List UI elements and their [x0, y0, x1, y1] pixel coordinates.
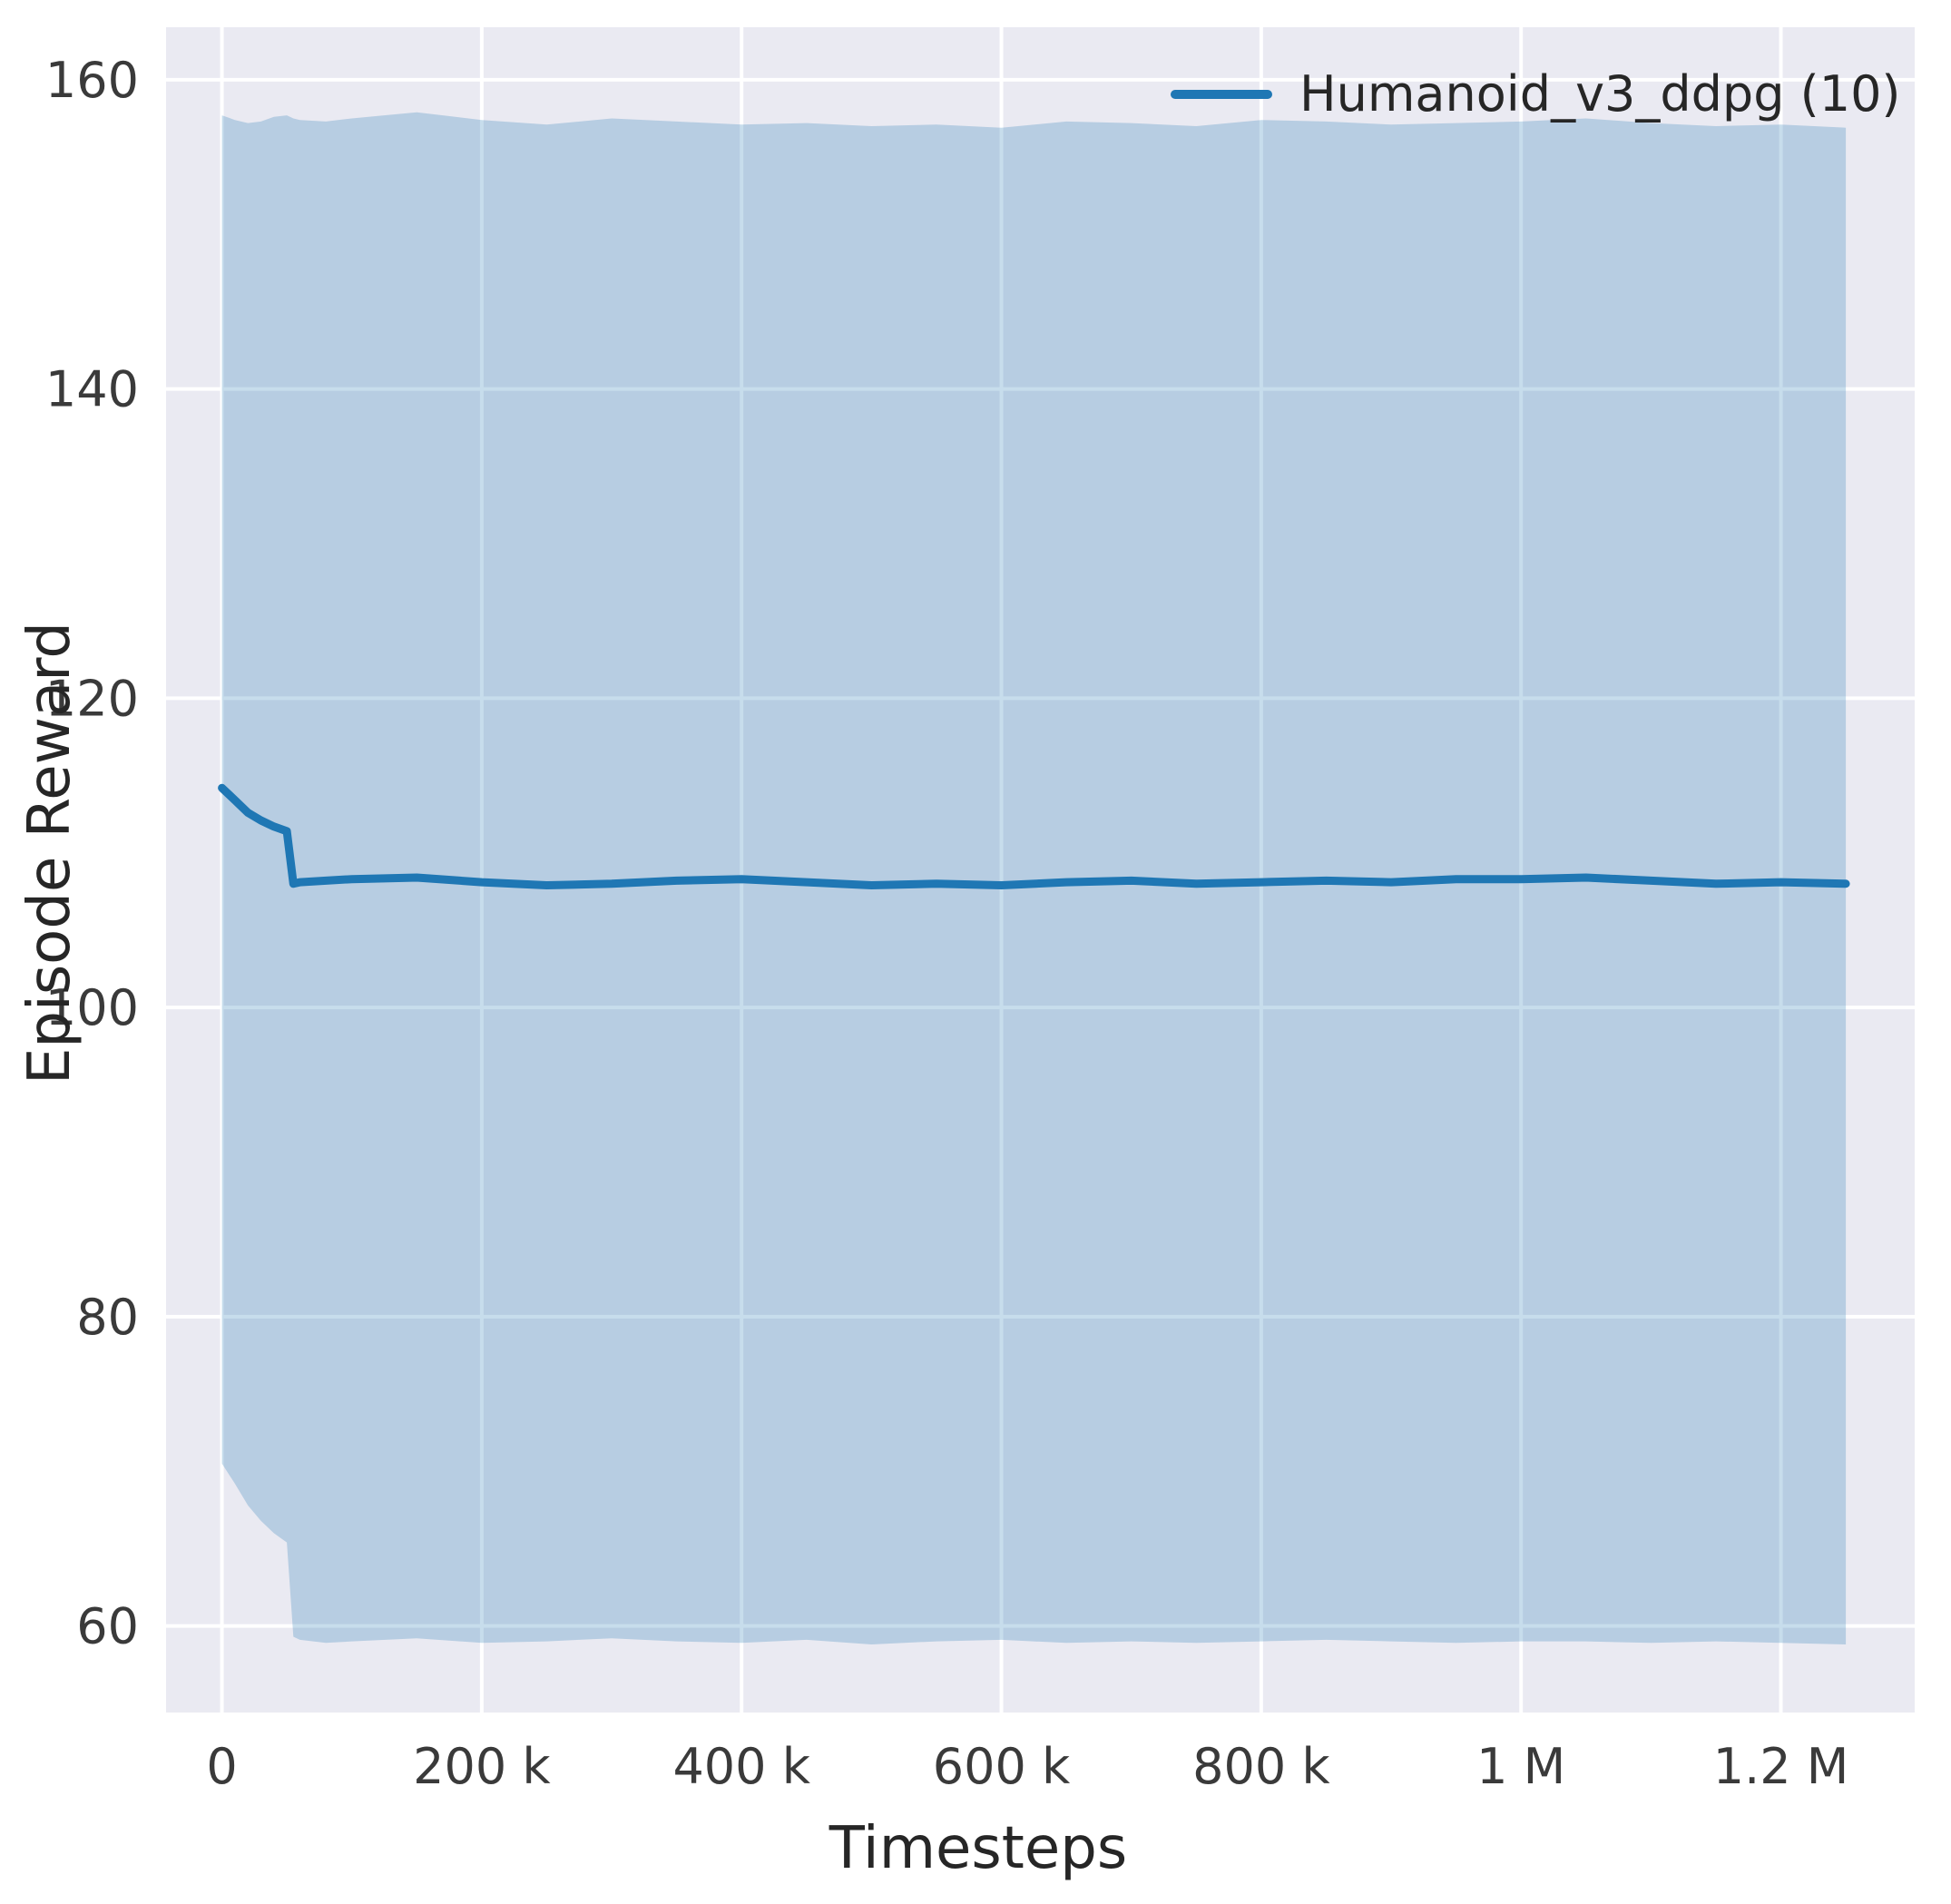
y-tick-label: 140	[45, 361, 139, 418]
x-tick-label: 200 k	[413, 1738, 551, 1795]
y-tick-label: 80	[76, 1289, 139, 1346]
legend-label: Humanoid_v3_ddpg (10)	[1299, 65, 1901, 123]
legend: Humanoid_v3_ddpg (10)	[1171, 65, 1901, 123]
plot-background	[166, 27, 1915, 1713]
x-tick-label: 0	[206, 1738, 237, 1795]
y-tick-label: 60	[76, 1598, 139, 1655]
y-tick-label: 160	[45, 52, 139, 109]
y-tick-label: 100	[45, 979, 139, 1036]
confidence-band	[221, 112, 1847, 1645]
y-tick-label: 120	[45, 670, 139, 727]
mean-line	[218, 783, 1850, 889]
legend-line-swatch	[1171, 89, 1272, 99]
x-tick-label: 400 k	[672, 1738, 810, 1795]
x-tick-label: 1.2 M	[1713, 1738, 1849, 1795]
x-tick-label: 800 k	[1192, 1738, 1330, 1795]
x-axis-label: Timesteps	[828, 1815, 1128, 1882]
y-axis-label: Episode Reward	[16, 621, 83, 1085]
x-tick-label: 600 k	[933, 1738, 1071, 1795]
x-tick-label: 1 M	[1476, 1738, 1565, 1795]
